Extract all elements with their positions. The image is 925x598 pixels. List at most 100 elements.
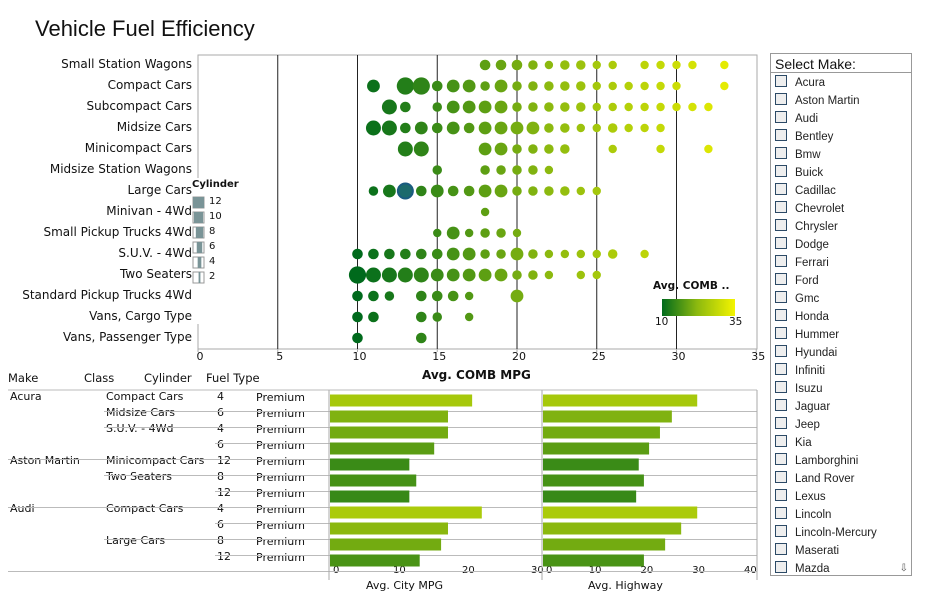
data-point[interactable] [528,186,538,196]
data-point[interactable] [528,60,538,70]
checkbox[interactable] [775,345,787,357]
data-point[interactable] [478,100,492,114]
data-point[interactable] [592,186,601,196]
data-point[interactable] [656,123,665,133]
data-point[interactable] [544,144,554,154]
make-checkbox-item[interactable]: Chrysler [775,218,838,236]
data-point[interactable] [544,165,554,175]
checkbox[interactable] [775,471,787,483]
data-point[interactable] [400,101,411,113]
data-point[interactable] [528,270,538,280]
make-checkbox-item[interactable]: Gmc [775,290,819,308]
highway-mpg-bar[interactable] [543,458,639,471]
data-point[interactable] [656,144,665,154]
data-point[interactable] [352,248,363,260]
data-point[interactable] [464,291,474,301]
data-point[interactable] [365,267,381,283]
data-point[interactable] [368,290,379,302]
data-point[interactable] [544,249,554,259]
make-checkbox-item[interactable]: Lamborghini [775,452,858,470]
highway-mpg-bar[interactable] [543,426,660,439]
data-point[interactable] [607,249,618,259]
data-point[interactable] [384,248,395,260]
make-checkbox-item[interactable]: Bmw [775,146,821,164]
data-point[interactable] [560,102,570,112]
checkbox[interactable] [775,543,787,555]
data-point[interactable] [688,60,697,70]
data-point[interactable] [479,59,491,71]
checkbox[interactable] [775,255,787,267]
data-point[interactable] [432,102,443,112]
data-point[interactable] [447,185,459,197]
city-mpg-bar[interactable] [330,442,435,455]
data-point[interactable] [640,81,649,91]
data-point[interactable] [397,141,413,157]
make-checkbox-item[interactable]: Dodge [775,236,829,254]
data-point[interactable] [446,247,460,261]
data-point[interactable] [494,100,508,114]
data-point[interactable] [656,102,665,112]
checkbox[interactable] [775,489,787,501]
data-point[interactable] [480,81,490,91]
data-point[interactable] [608,81,617,91]
checkbox[interactable] [775,291,787,303]
data-point[interactable] [526,121,540,135]
data-point[interactable] [560,144,570,154]
checkbox[interactable] [775,453,787,465]
highway-mpg-bar[interactable] [543,410,672,423]
make-checkbox-item[interactable]: Aston Martin [775,92,860,110]
data-point[interactable] [512,270,522,280]
checkbox[interactable] [775,147,787,159]
data-point[interactable] [592,60,601,70]
data-point[interactable] [496,249,506,259]
data-point[interactable] [624,123,633,133]
make-checkbox-item[interactable]: Hyundai [775,344,837,362]
data-point[interactable] [368,186,379,196]
data-point[interactable] [560,249,570,259]
data-point[interactable] [704,144,713,154]
checkbox[interactable] [775,201,787,213]
checkbox[interactable] [775,219,787,231]
highway-mpg-bar[interactable] [543,474,644,487]
checkbox[interactable] [775,273,787,285]
data-point[interactable] [478,142,492,156]
data-point[interactable] [512,228,522,238]
data-point[interactable] [416,185,427,197]
data-point[interactable] [607,123,618,133]
data-point[interactable] [704,102,713,112]
checkbox[interactable] [775,399,787,411]
data-point[interactable] [528,81,538,91]
make-checkbox-item[interactable]: Lincoln [775,506,831,524]
data-point[interactable] [511,59,523,71]
data-point[interactable] [413,141,429,157]
city-mpg-bar[interactable] [330,426,448,439]
highway-mpg-bar[interactable] [543,394,698,407]
data-point[interactable] [480,249,490,259]
make-checkbox-item[interactable]: Infiniti [775,362,825,380]
data-point[interactable] [510,247,524,261]
checkbox[interactable] [775,381,787,393]
data-point[interactable] [672,102,681,112]
data-point[interactable] [576,81,586,91]
make-checkbox-item[interactable]: Mazda [775,560,830,578]
data-point[interactable] [446,121,460,135]
data-point[interactable] [528,102,538,112]
data-point[interactable] [528,249,538,259]
make-checkbox-item[interactable]: Hummer [775,326,839,344]
data-point[interactable] [352,311,363,323]
data-point[interactable] [383,184,396,198]
data-point[interactable] [576,123,585,133]
checkbox[interactable] [775,525,787,537]
data-point[interactable] [624,81,633,91]
data-point[interactable] [432,165,443,175]
data-point[interactable] [592,81,601,91]
data-point[interactable] [560,186,570,196]
data-point[interactable] [478,268,492,282]
make-checkbox-item[interactable]: Ford [775,272,819,290]
data-point[interactable] [463,185,475,197]
highway-mpg-bar[interactable] [543,538,666,551]
data-point[interactable] [494,79,508,93]
highway-mpg-bar[interactable] [543,506,698,519]
highway-mpg-bar[interactable] [543,442,650,455]
data-point[interactable] [463,122,475,134]
